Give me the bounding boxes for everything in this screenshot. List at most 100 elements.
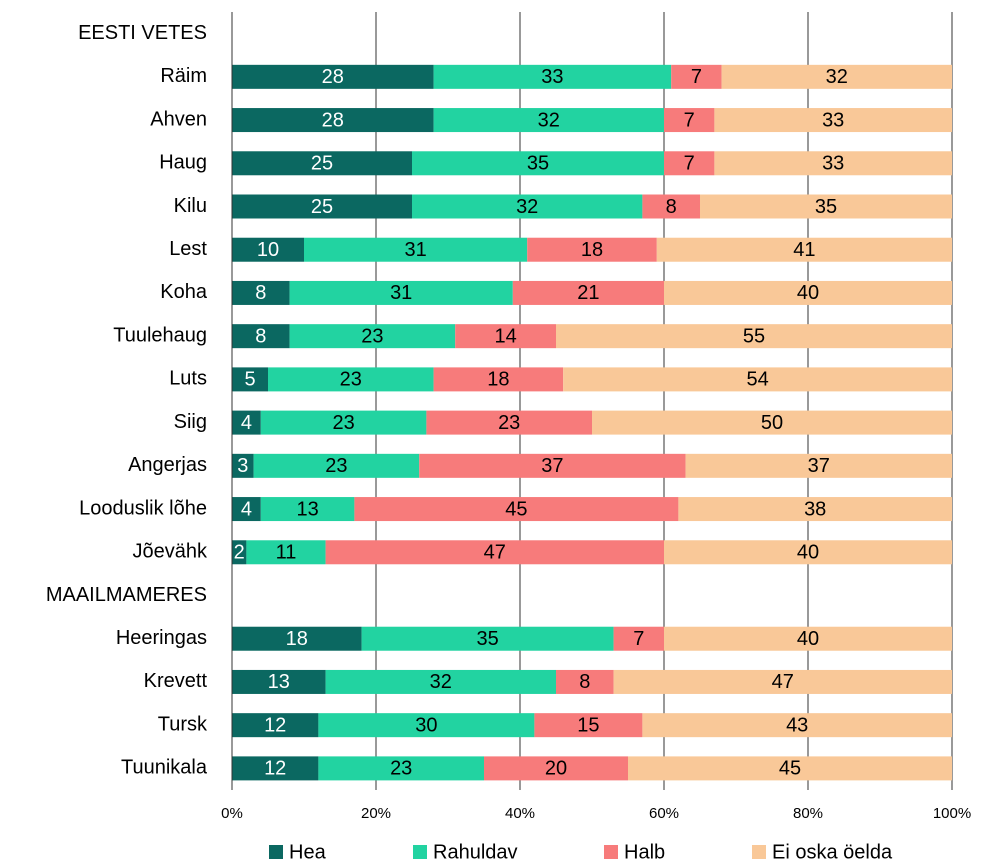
data-label: 38: [804, 498, 826, 520]
data-label: 25: [311, 153, 333, 175]
data-label: 30: [415, 714, 437, 736]
bar-segment: [642, 194, 700, 219]
bar-segment: [232, 151, 412, 176]
x-tick-label: 100%: [933, 805, 971, 822]
data-label: 35: [476, 628, 498, 650]
bar-segment: [656, 237, 952, 262]
bar-segment: [613, 626, 664, 651]
bar-segment: [685, 453, 952, 478]
bar-segment: [232, 194, 412, 219]
data-label: 4: [241, 498, 252, 520]
legend-swatch: [413, 845, 427, 859]
bar-segment: [412, 151, 664, 176]
y-tick-label: MAAILMAMERES: [46, 584, 207, 606]
data-label: 47: [772, 671, 794, 693]
bar-segment: [664, 280, 952, 305]
data-label: 12: [264, 714, 286, 736]
data-label: 8: [255, 325, 266, 347]
bar-segment: [714, 151, 952, 176]
data-label: 15: [577, 714, 599, 736]
x-tick-label: 80%: [793, 805, 823, 822]
bar-segment: [232, 453, 254, 478]
data-label: 50: [761, 412, 783, 434]
data-label: 7: [684, 109, 695, 131]
bar-segment: [232, 497, 261, 522]
data-label: 4: [241, 412, 252, 434]
data-label: 47: [484, 542, 506, 564]
bar-segment: [304, 237, 528, 262]
bar-segment: [289, 324, 456, 349]
legend-label: Rahuldav: [433, 841, 518, 863]
data-label: 37: [808, 455, 830, 477]
data-label: 18: [581, 239, 603, 261]
data-label: 40: [797, 282, 819, 304]
bar-segment: [534, 713, 643, 738]
data-label: 28: [322, 66, 344, 88]
data-label: 13: [296, 498, 318, 520]
bar-segment: [527, 237, 657, 262]
data-label: 12: [264, 758, 286, 780]
data-label: 7: [684, 153, 695, 175]
bar-segment: [260, 497, 355, 522]
bar-segment: [325, 540, 664, 565]
data-label: 43: [786, 714, 808, 736]
y-tick-label: Heeringas: [116, 627, 207, 649]
bar-segment: [484, 756, 628, 781]
data-label: 31: [390, 282, 412, 304]
bar-segment: [253, 453, 420, 478]
bar-segment: [512, 280, 664, 305]
bar-segment: [232, 64, 434, 89]
data-label: 37: [541, 455, 563, 477]
bar-segment: [268, 367, 434, 392]
bar-segment: [642, 713, 952, 738]
data-label: 23: [332, 412, 354, 434]
bar-segment: [563, 367, 952, 392]
data-label: 8: [255, 282, 266, 304]
data-label: 7: [691, 66, 702, 88]
data-label: 13: [268, 671, 290, 693]
x-tick-label: 40%: [505, 805, 535, 822]
y-tick-label: Jõevähk: [133, 541, 208, 563]
bar-segment: [433, 64, 672, 89]
data-label: 8: [579, 671, 590, 693]
data-label: 14: [494, 325, 516, 347]
data-label: 10: [257, 239, 279, 261]
bar-segment: [354, 497, 679, 522]
data-label: 55: [743, 325, 765, 347]
bar-segment: [664, 626, 952, 651]
bar-segment: [419, 453, 686, 478]
bar-segment: [664, 108, 715, 133]
y-tick-label: Siig: [174, 411, 207, 433]
y-tick-label: Räim: [160, 65, 207, 87]
bar-segment: [232, 669, 326, 694]
bar-segment: [433, 367, 564, 392]
data-label: 28: [322, 109, 344, 131]
data-label: 31: [404, 239, 426, 261]
bar-segment: [361, 626, 614, 651]
bar-segment: [232, 626, 362, 651]
bar-segment: [232, 540, 247, 565]
data-label: 11: [276, 542, 297, 564]
bar-segment: [246, 540, 326, 565]
data-label: 32: [516, 196, 538, 218]
data-label: 23: [498, 412, 520, 434]
data-label: 23: [361, 325, 383, 347]
data-label: 40: [797, 628, 819, 650]
y-tick-label: Koha: [160, 281, 208, 303]
data-label: 23: [340, 369, 362, 391]
bar-segment: [714, 108, 952, 133]
data-label: 35: [815, 196, 837, 218]
data-label: 33: [822, 153, 844, 175]
bar-segment: [664, 151, 715, 176]
bar-segment: [628, 756, 952, 781]
x-tick-label: 0%: [221, 805, 243, 822]
y-tick-label: Luts: [169, 368, 207, 390]
data-label: 8: [666, 196, 677, 218]
legend-swatch: [269, 845, 283, 859]
data-label: 35: [527, 153, 549, 175]
y-tick-label: Angerjas: [128, 454, 207, 476]
x-tick-label: 20%: [361, 805, 391, 822]
data-label: 23: [390, 758, 412, 780]
bar-segment: [232, 410, 261, 435]
